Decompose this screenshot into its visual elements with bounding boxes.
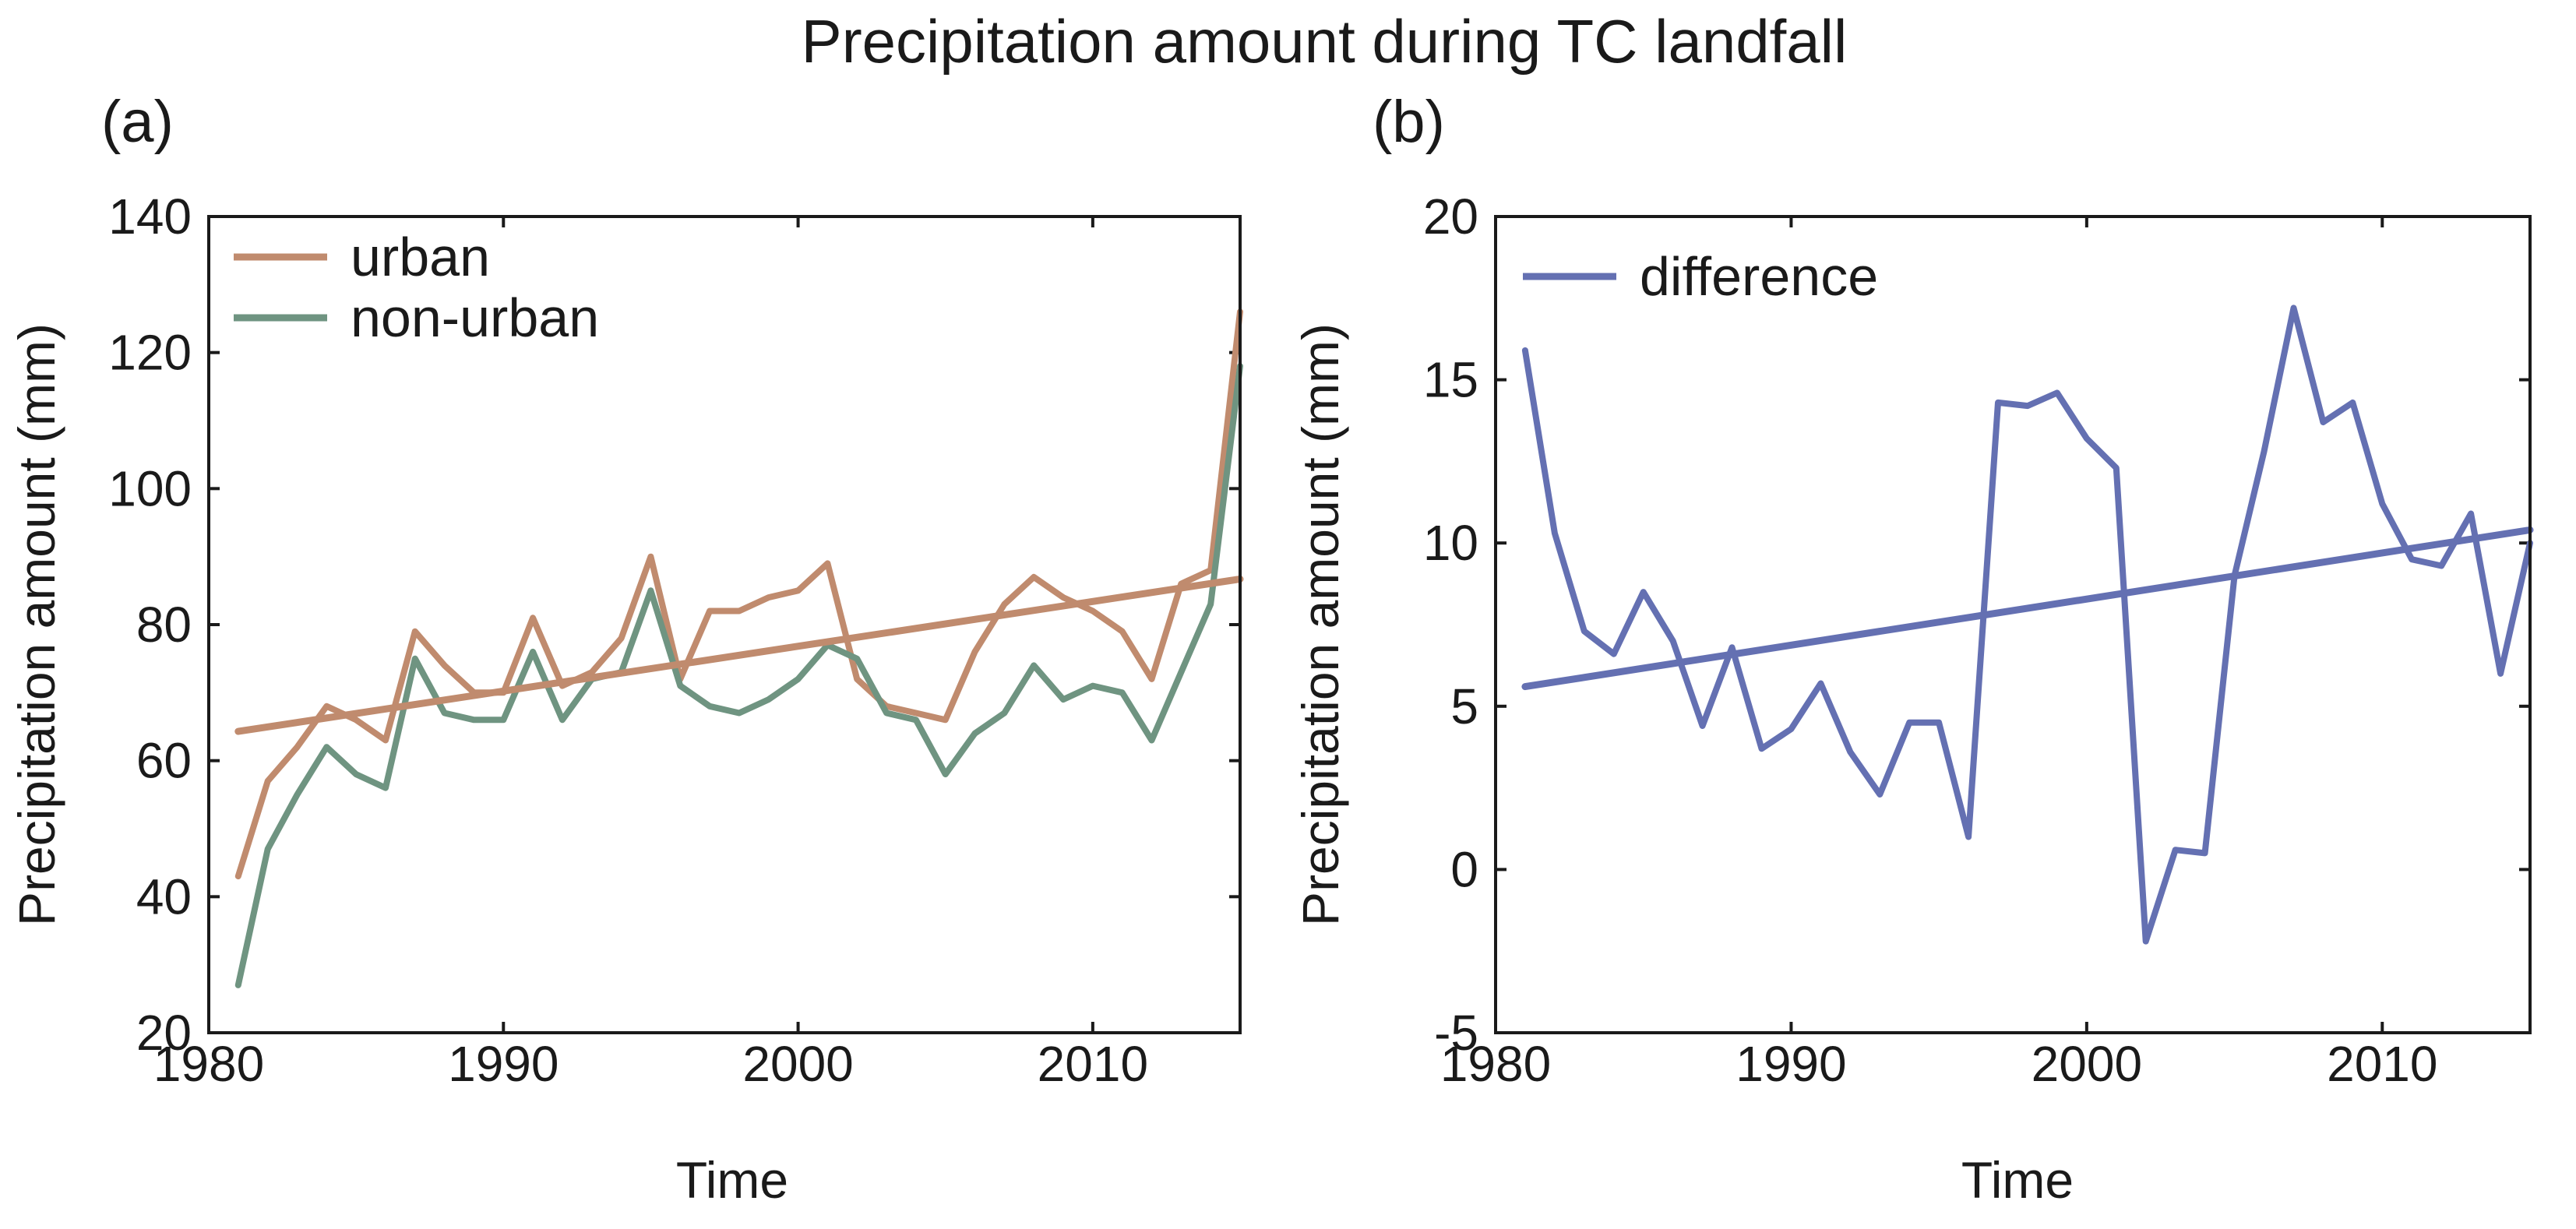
legend-label-urban: urban bbox=[351, 227, 490, 287]
panel-a-xlabel: Time bbox=[676, 1151, 788, 1209]
y-tick-label: 40 bbox=[136, 868, 192, 924]
y-tick-label: 0 bbox=[1450, 841, 1478, 897]
y-tick-label: 20 bbox=[1423, 188, 1478, 245]
x-tick-label: 1980 bbox=[153, 1036, 264, 1092]
figure-title: Precipitation amount during TC landfall bbox=[802, 7, 1848, 76]
trend-line-urban-trend bbox=[234, 576, 1244, 735]
legend-label-difference: difference bbox=[1640, 246, 1878, 307]
x-tick-label: 2000 bbox=[742, 1036, 853, 1092]
x-tick-label: 2010 bbox=[2327, 1036, 2437, 1092]
x-tick-label: 1990 bbox=[448, 1036, 559, 1092]
y-tick-label: 100 bbox=[108, 460, 192, 516]
y-tick-label: 140 bbox=[108, 188, 192, 245]
y-tick-label: -5 bbox=[1434, 1005, 1478, 1061]
panel-a-lines bbox=[234, 308, 1244, 988]
panel-b-legend: difference bbox=[1523, 246, 1878, 307]
panel-b-ylabel: Precipitation amount (mm) bbox=[1292, 323, 1349, 926]
panel-a-urban-nonurban: (a) 1980 1990 2000 2010 20 40 60 80 100 120 140 ur… bbox=[8, 89, 1244, 1209]
x-tick-label: 1990 bbox=[1736, 1036, 1846, 1092]
panel-a-ticks: 1980 1990 2000 2010 20 40 60 80 100 120 140 bbox=[108, 188, 1240, 1092]
panel-b-difference: (b) 1980 1990 2000 2010 -5 0 5 10 15 20 differenc… bbox=[1292, 89, 2534, 1209]
panel-a-plot-frame bbox=[207, 215, 1242, 1034]
series-line-difference bbox=[1521, 305, 2533, 945]
series-line-non-urban bbox=[234, 363, 1243, 988]
panel-b-plot-frame bbox=[1494, 215, 2532, 1034]
panel-b-ticks: 1980 1990 2000 2010 -5 0 5 10 15 20 bbox=[1423, 188, 2530, 1092]
x-tick-label: 1980 bbox=[1440, 1036, 1551, 1092]
y-tick-label: 10 bbox=[1423, 515, 1478, 571]
y-tick-label: 15 bbox=[1423, 352, 1478, 408]
panel-a-ylabel: Precipitation amount (mm) bbox=[8, 323, 65, 926]
panel-label-a: (a) bbox=[101, 89, 174, 155]
x-tick-label: 2000 bbox=[2032, 1036, 2142, 1092]
y-tick-label: 120 bbox=[108, 325, 192, 381]
y-tick-label: 20 bbox=[136, 1005, 192, 1061]
x-tick-label: 2010 bbox=[1038, 1036, 1148, 1092]
y-tick-label: 5 bbox=[1450, 678, 1478, 734]
panel-label-b: (b) bbox=[1373, 89, 1445, 155]
panel-b-lines bbox=[1521, 305, 2534, 945]
y-tick-label: 80 bbox=[136, 597, 192, 653]
trend-line-difference-trend bbox=[1521, 526, 2534, 691]
y-tick-label: 60 bbox=[136, 733, 192, 789]
legend-label-non-urban: non-urban bbox=[351, 287, 599, 348]
panel-b-xlabel: Time bbox=[1961, 1151, 2074, 1209]
